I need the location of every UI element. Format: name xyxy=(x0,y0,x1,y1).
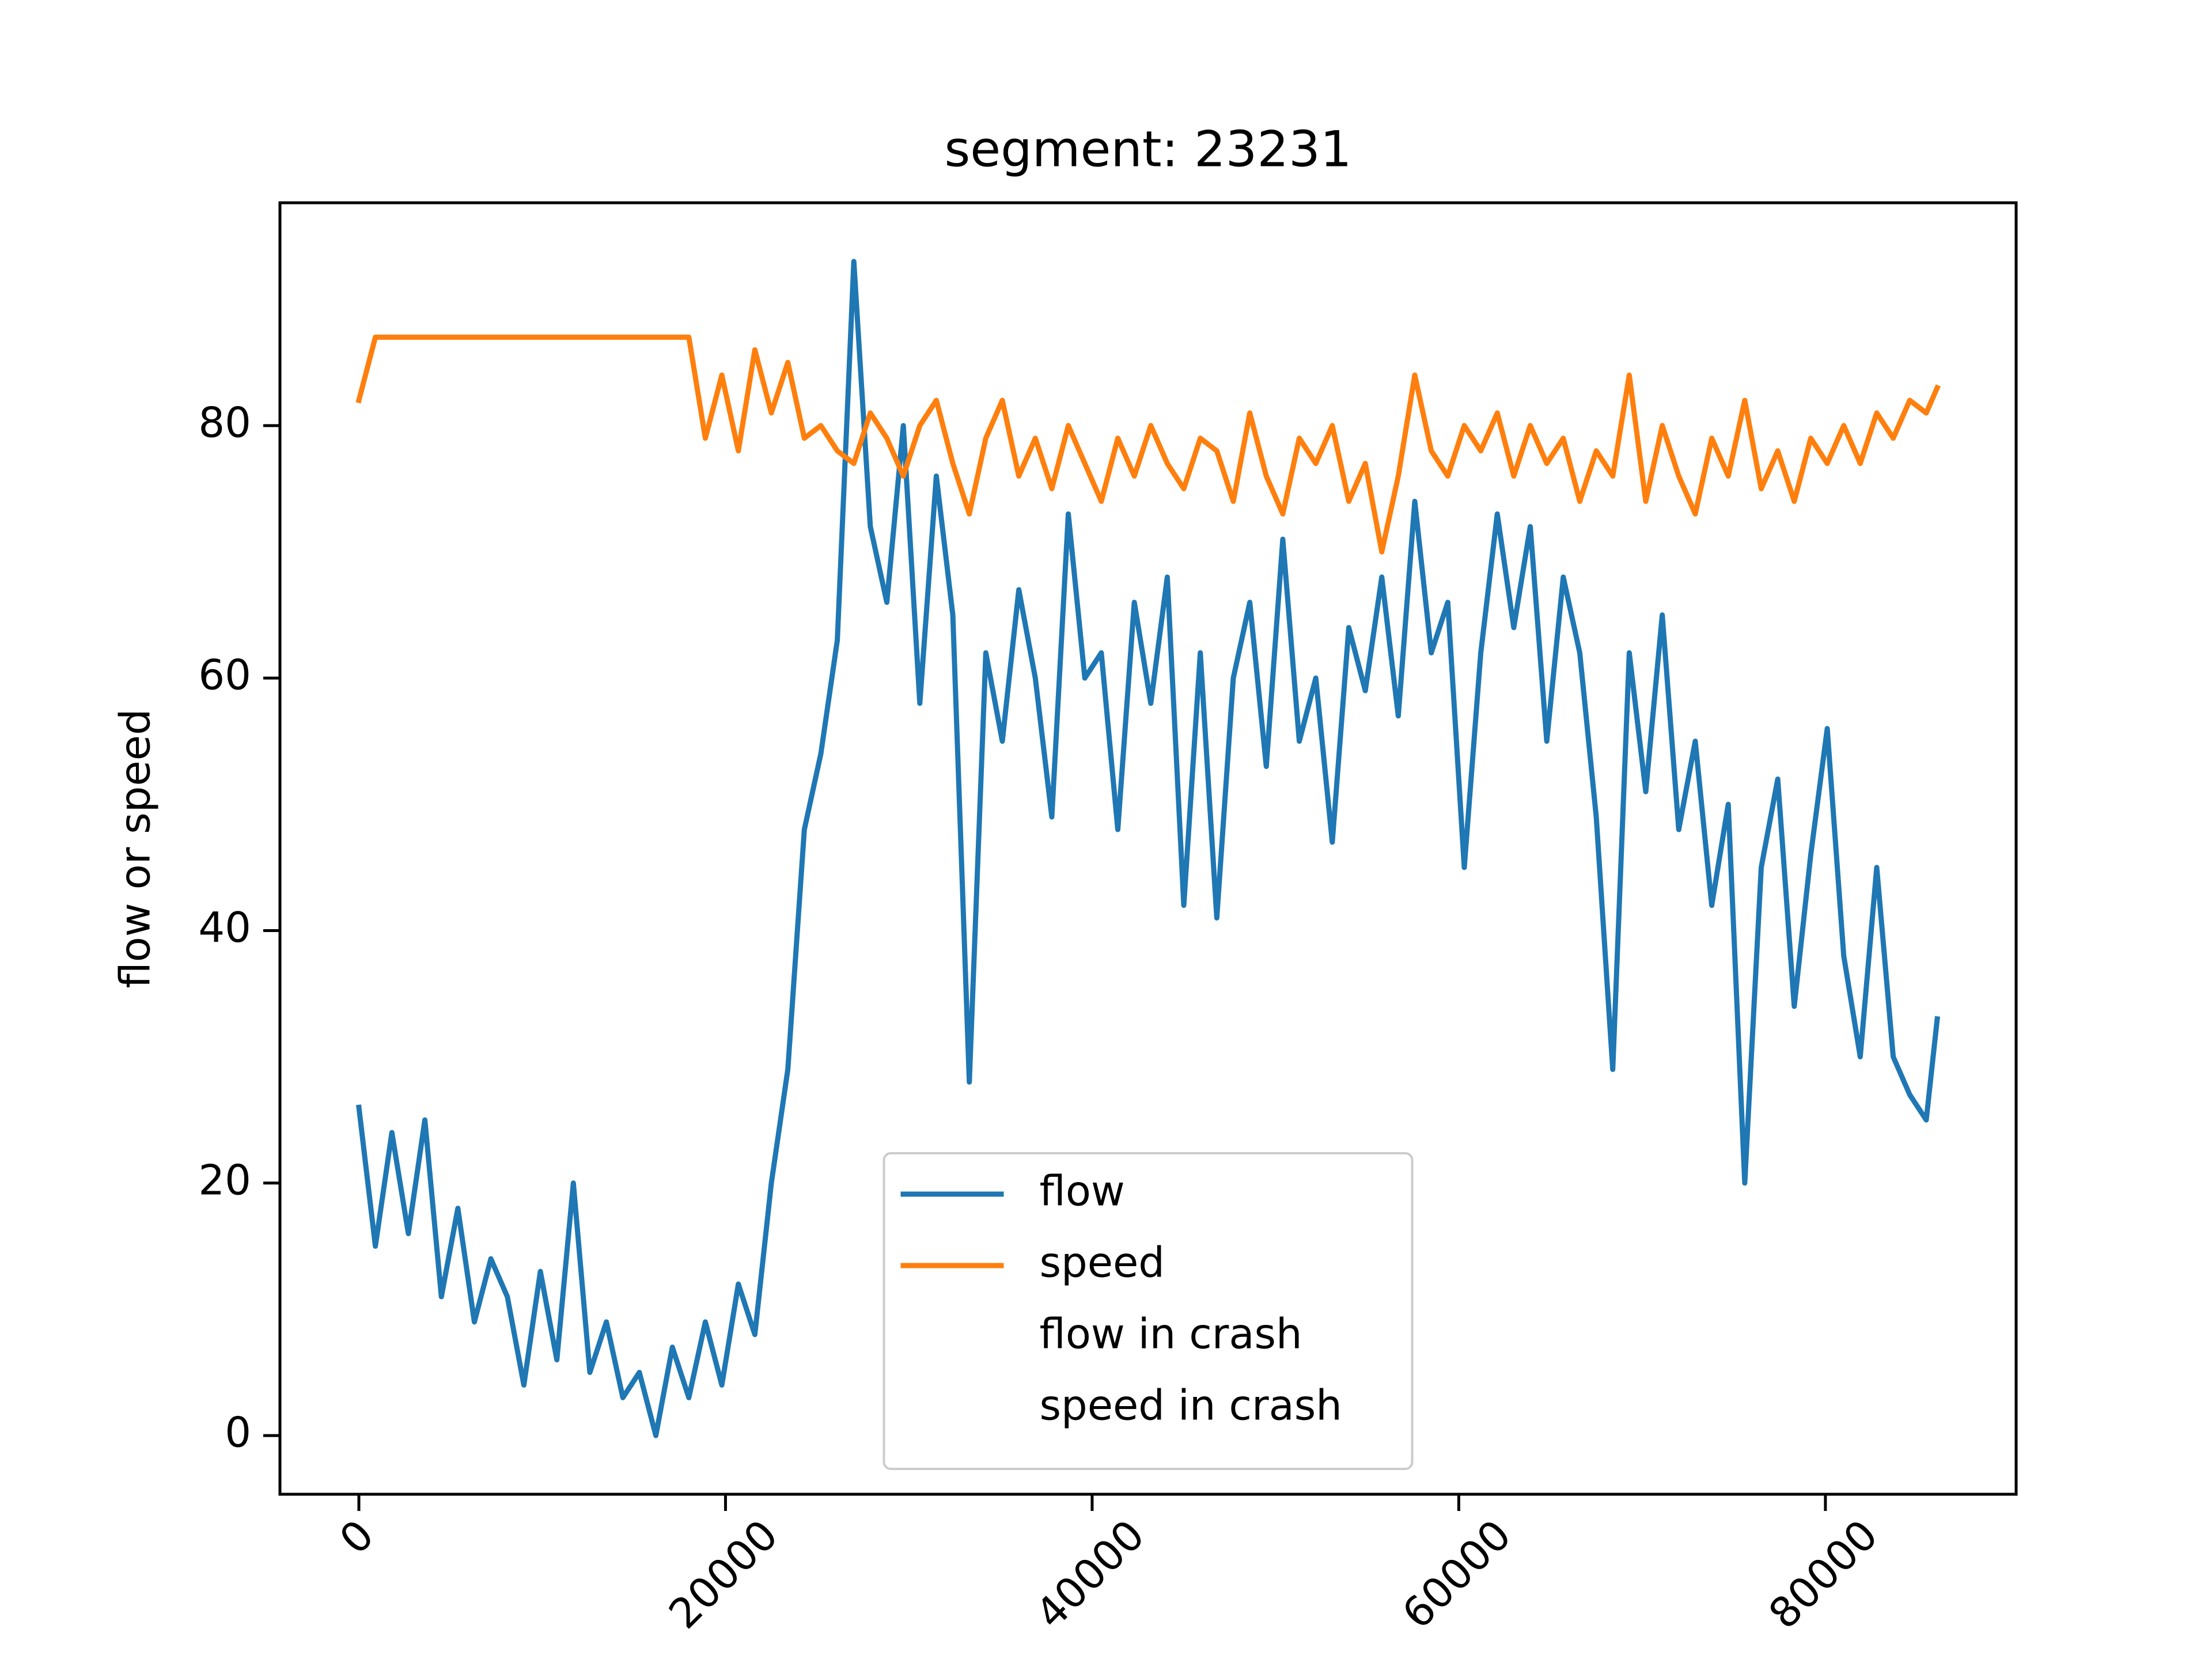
y-tick-label: 60 xyxy=(198,651,251,699)
legend-label: speed xyxy=(1040,1238,1165,1287)
y-tick-label: 40 xyxy=(198,903,251,952)
legend-label: flow xyxy=(1040,1167,1125,1215)
series-line xyxy=(355,334,1941,555)
y-tick-label: 20 xyxy=(198,1156,251,1204)
chart-title: segment: 23231 xyxy=(944,120,1351,178)
y-axis-label: flow or speed xyxy=(111,709,160,988)
legend-label: flow in crash xyxy=(1040,1310,1302,1358)
y-tick-label: 0 xyxy=(225,1408,251,1457)
legend-label: speed in crash xyxy=(1040,1381,1342,1430)
y-tick-label: 80 xyxy=(198,398,251,446)
series-line xyxy=(356,259,1940,1438)
plot-frame xyxy=(278,201,2018,1496)
legend-box xyxy=(882,1152,1414,1470)
